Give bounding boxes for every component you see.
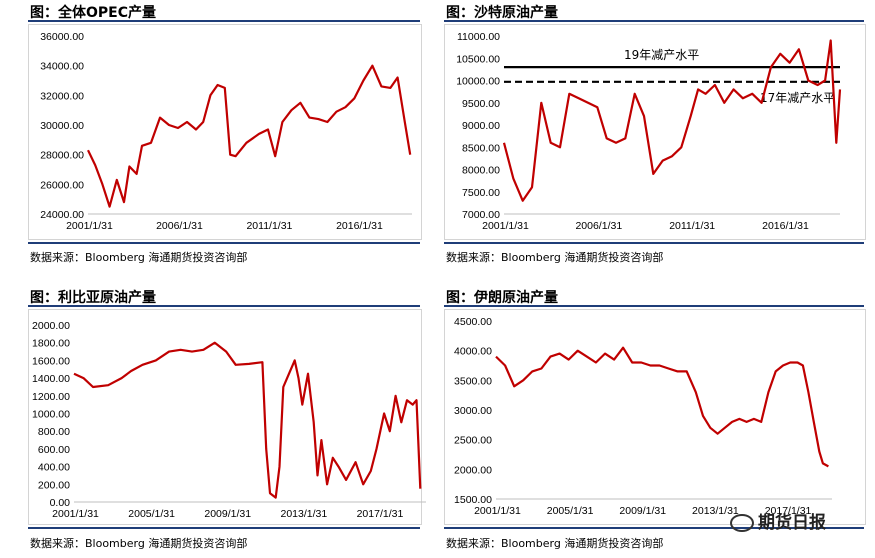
x-tick-label: 2005/1/31 bbox=[547, 505, 594, 517]
source-divider bbox=[28, 242, 420, 244]
chart-frame-libya bbox=[28, 309, 422, 525]
chart-frame-saudi bbox=[444, 24, 866, 240]
x-tick-label: 2017/1/31 bbox=[765, 505, 812, 517]
series-line bbox=[73, 341, 422, 499]
y-tick-label: 10000.00 bbox=[456, 76, 500, 88]
x-tick-label: 2011/1/31 bbox=[669, 220, 715, 232]
opec-production-chart: 24000.00 26000.00 28000.00 30000.00 32000.00… bbox=[40, 31, 412, 232]
reference-line-label: 19年减产水平 bbox=[624, 48, 699, 62]
watermark: 期货日报 bbox=[730, 508, 826, 533]
y-tick-label: 1600.00 bbox=[32, 355, 70, 367]
x-tick-label: 2009/1/31 bbox=[204, 508, 251, 520]
series-line bbox=[87, 64, 412, 208]
source-note-libya: 数据来源：Bloomberg 海通期货投资咨询部 bbox=[30, 537, 248, 550]
y-tick-label: 8500.00 bbox=[462, 142, 500, 154]
libya-production-chart: 0.00 200.00 400.00 600.00 800.00 1000.00 1200.… bbox=[32, 320, 426, 520]
source-note-saudi: 数据来源：Bloomberg 海通期货投资咨询部 bbox=[446, 251, 664, 264]
x-tick-label: 2013/1/31 bbox=[280, 508, 327, 520]
y-tick-label: 2000.00 bbox=[454, 464, 492, 476]
x-tick-label: 2013/1/31 bbox=[692, 505, 739, 517]
y-tick-label: 30000.00 bbox=[40, 120, 84, 132]
y-tick-label: 2500.00 bbox=[454, 435, 492, 447]
chart-title-iran: 图：伊朗原油产量 bbox=[446, 290, 558, 306]
x-tick-label: 2017/1/31 bbox=[357, 508, 404, 520]
y-tick-label: 400.00 bbox=[38, 462, 70, 474]
y-tick-label: 24000.00 bbox=[40, 209, 84, 221]
y-tick-label: 1500.00 bbox=[454, 494, 492, 506]
x-tick-label: 2016/1/31 bbox=[762, 220, 809, 232]
chart-title-saudi: 图：沙特原油产量 bbox=[446, 5, 558, 21]
wechat-icon bbox=[730, 514, 754, 532]
source-note-iran: 数据来源：Bloomberg 海通期货投资咨询部 bbox=[446, 537, 664, 550]
watermark-text: 期货日报 bbox=[758, 513, 826, 533]
series-line bbox=[502, 39, 842, 202]
y-tick-label: 4000.00 bbox=[454, 346, 492, 358]
title-divider bbox=[28, 20, 420, 22]
y-tick-label: 1400.00 bbox=[32, 373, 70, 385]
y-tick-label: 11000.00 bbox=[457, 31, 500, 43]
reference-line-label: 17年减产水平 bbox=[760, 91, 835, 105]
title-divider bbox=[444, 20, 864, 22]
x-tick-label: 2006/1/31 bbox=[575, 220, 622, 232]
source-divider bbox=[444, 527, 864, 529]
y-tick-label: 9000.00 bbox=[462, 120, 500, 132]
y-tick-label: 0.00 bbox=[50, 497, 71, 509]
chart-frame-iran bbox=[444, 309, 866, 525]
title-divider bbox=[444, 305, 864, 307]
x-tick-label: 2011/1/31 bbox=[246, 220, 292, 232]
y-tick-label: 200.00 bbox=[38, 479, 70, 491]
x-tick-label: 2009/1/31 bbox=[619, 505, 666, 517]
y-tick-label: 2000.00 bbox=[32, 320, 70, 332]
y-tick-label: 3000.00 bbox=[454, 405, 492, 417]
y-tick-label: 26000.00 bbox=[40, 179, 84, 191]
x-tick-label: 2016/1/31 bbox=[336, 220, 383, 232]
title-divider bbox=[28, 305, 420, 307]
y-tick-label: 600.00 bbox=[38, 444, 70, 456]
y-tick-label: 3500.00 bbox=[454, 375, 492, 387]
chart-title-libya: 图：利比亚原油产量 bbox=[30, 290, 156, 306]
source-note-opec: 数据来源：Bloomberg 海通期货投资咨询部 bbox=[30, 251, 248, 264]
y-tick-label: 9500.00 bbox=[462, 98, 500, 110]
chart-title-opec: 图：全体OPEC产量 bbox=[30, 5, 156, 21]
y-tick-label: 28000.00 bbox=[40, 150, 84, 162]
x-tick-label: 2001/1/31 bbox=[474, 505, 521, 517]
y-tick-label: 1200.00 bbox=[32, 391, 70, 403]
y-tick-label: 1000.00 bbox=[32, 409, 70, 421]
y-tick-label: 32000.00 bbox=[40, 90, 84, 102]
x-tick-label: 2005/1/31 bbox=[128, 508, 175, 520]
y-tick-label: 4500.00 bbox=[454, 316, 492, 328]
iran-production-chart: 1500.00 2000.00 2500.00 3000.00 3500.00 4000.… bbox=[454, 316, 832, 517]
chart-frame-opec bbox=[28, 24, 422, 240]
x-tick-label: 2006/1/31 bbox=[156, 220, 203, 232]
series-line bbox=[495, 346, 829, 468]
x-tick-label: 2001/1/31 bbox=[66, 220, 113, 232]
y-tick-label: 7000.00 bbox=[462, 209, 500, 221]
y-tick-label: 34000.00 bbox=[40, 61, 84, 73]
source-divider bbox=[28, 527, 420, 529]
y-tick-label: 10500.00 bbox=[456, 53, 500, 65]
x-tick-label: 2001/1/31 bbox=[52, 508, 99, 520]
saudi-production-chart: 7000.00 7500.00 8000.00 8500.00 9000.00 9500.… bbox=[456, 31, 842, 232]
x-tick-label: 2001/1/31 bbox=[482, 220, 529, 232]
y-tick-label: 8000.00 bbox=[462, 165, 500, 177]
y-tick-label: 1800.00 bbox=[32, 338, 70, 350]
y-tick-label: 7500.00 bbox=[462, 187, 500, 199]
y-tick-label: 36000.00 bbox=[40, 31, 84, 43]
source-divider bbox=[444, 242, 864, 244]
y-tick-label: 800.00 bbox=[38, 426, 70, 438]
